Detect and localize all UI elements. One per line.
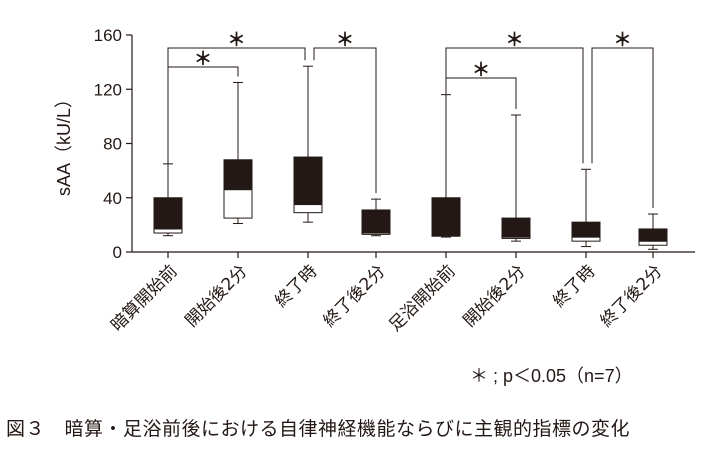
box-2	[223, 81, 253, 225]
significance-star: ＊	[614, 30, 632, 51]
significance-brackets: ＊ ＊ ＊ ＊ ＊ ＊	[167, 30, 654, 209]
bracket-line	[445, 47, 584, 196]
box-upper-half	[361, 209, 391, 234]
category-label: 開始後2分	[460, 261, 530, 331]
box-4	[361, 198, 391, 237]
category-label: 暗算開始前	[107, 261, 181, 335]
box-upper-half	[153, 197, 183, 230]
significance-note: ＊ ; p＜0.05（n=7）	[470, 366, 633, 386]
y-tick-label: 0	[113, 243, 122, 262]
box-upper-half	[223, 159, 253, 191]
box-8	[638, 213, 668, 250]
box-upper-half	[431, 197, 461, 237]
significance-bracket: ＊	[445, 60, 517, 196]
y-tick-label: 120	[94, 80, 122, 99]
category-label: 終了後2分	[320, 261, 390, 331]
y-tick-label: 80	[103, 135, 122, 154]
axes	[131, 35, 695, 258]
bracket-line	[445, 77, 517, 196]
box-upper-half	[293, 156, 323, 206]
significance-star: ＊	[506, 30, 524, 51]
category-label: 終了後2分	[597, 261, 667, 331]
y-axis-title: sAA（kU/L）	[54, 90, 74, 196]
significance-bracket: ＊	[167, 49, 239, 196]
box-lower-half	[638, 240, 668, 246]
y-tick-label: 40	[103, 189, 122, 208]
box-upper-half	[638, 228, 668, 242]
significance-bracket: ＊	[445, 30, 584, 196]
bracket-line	[591, 47, 654, 209]
category-label: 開始後2分	[182, 261, 252, 331]
category-label: 終了時	[271, 261, 321, 311]
significance-bracket: ＊	[591, 30, 654, 209]
box-lower-half	[571, 236, 601, 242]
significance-bracket: ＊	[313, 30, 377, 194]
box-lower-half	[223, 189, 253, 219]
boxes	[153, 65, 668, 250]
bracket-line	[313, 47, 377, 194]
y-tick-label: 160	[94, 26, 122, 45]
box-upper-half	[501, 217, 531, 238]
significance-star: ＊	[472, 60, 490, 81]
category-label: 終了時	[549, 261, 599, 311]
box-7	[571, 168, 601, 248]
box-lower-half	[153, 228, 183, 234]
bracket-line	[167, 66, 239, 196]
box-5	[431, 94, 461, 238]
box-1	[153, 163, 183, 237]
significance-star: ＊	[336, 30, 354, 51]
box-upper-half	[571, 221, 601, 238]
category-label: 足浴開始前	[385, 261, 459, 335]
significance-star: ＊	[194, 49, 212, 70]
box-6	[501, 114, 531, 242]
significance-star: ＊	[228, 30, 246, 51]
figure-caption: 図３ 暗算・足浴前後における自律神経機能ならびに主観的指標の変化	[6, 418, 631, 440]
box-3	[293, 65, 323, 223]
y-axis-ticks: 0 40 80 120 160	[94, 26, 132, 262]
box-lower-half	[293, 204, 323, 214]
